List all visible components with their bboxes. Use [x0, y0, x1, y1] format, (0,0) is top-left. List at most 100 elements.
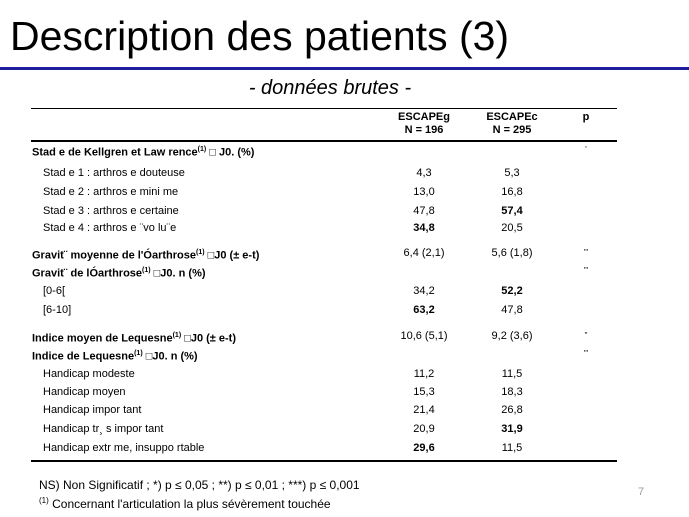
- row-label-footnote-mark: (1): [142, 267, 151, 274]
- escapeg-value: 6,4 (2,1): [403, 247, 445, 259]
- title-underline: [0, 67, 689, 70]
- row-label-text: [6-10]: [43, 304, 72, 316]
- row-label-footnote-mark: (1): [197, 146, 207, 153]
- escapeg-value: 10,6 (5,1): [400, 330, 448, 342]
- significance-legend: NS) Non Significatif ; *) p ≤ 0,05 ; **)…: [39, 478, 360, 492]
- column-header-escapec-n: N = 295: [492, 124, 532, 136]
- table-row: Handicap extr me, insuppo rtable 29,6 11,5: [31, 440, 617, 456]
- row-label-text: Stad e 4 : arthros e ¨vo lu¨e: [43, 222, 177, 234]
- articulation-footnote: (1) Concernant l'articulation la plus sé…: [39, 493, 360, 512]
- row-label: Handicap extr me, insuppo rtable: [43, 440, 204, 456]
- footnote-text: Concernant l'articulation la plus sévère…: [48, 497, 331, 511]
- table-row: Handicap modeste 11,2 11,5: [31, 366, 617, 382]
- table-row: Handicap impor tant 21,4 26,8: [31, 402, 617, 418]
- escapeg-value: 47,8: [413, 205, 435, 217]
- column-header-escapec-name: ESCAPEc: [486, 111, 538, 123]
- escapec-value: 57,4: [501, 205, 523, 217]
- row-label-text: Handicap tr¸ s impor tant: [43, 423, 164, 435]
- row-label: Handicap impor tant: [43, 402, 141, 418]
- row-label-text: Handicap impor tant: [43, 404, 142, 416]
- table-section-row: Gravit¨ de lÓarthrose(1) □J0. n (%) ''': [31, 263, 617, 282]
- table-header-rule: [31, 140, 617, 142]
- column-header-p-label: p: [582, 111, 590, 123]
- table-row: Handicap tr¸ s impor tant 20,9 31,9: [31, 421, 617, 437]
- escapeg-value: 21,4: [413, 404, 435, 416]
- escapec-value: 47,8: [501, 304, 523, 316]
- row-label-footnote-mark: (1): [134, 350, 143, 357]
- column-header-escapeg-name: ESCAPEg: [398, 111, 450, 123]
- table-row: Stad e 2 : arthros e mini me 13,0 16,8: [31, 184, 617, 200]
- escapeg-value: 4,3: [416, 167, 432, 179]
- table-section-row: Indice de Lequesne(1) □J0. n (%) ''': [31, 346, 617, 365]
- table-row: Stad e 4 : arthros e ¨vo lu¨e 34,8 20,5: [31, 220, 617, 236]
- row-label: Stad e 1 : arthros e douteuse: [43, 165, 185, 181]
- row-label-text: Stad e 3 : arthros e certaine: [43, 205, 179, 217]
- row-label: Handicap tr¸ s impor tant: [43, 421, 163, 437]
- row-label-footnote-mark: (1): [172, 332, 182, 339]
- row-label: [6-10]: [43, 302, 71, 318]
- row-label: Stad e 4 : arthros e ¨vo lu¨e: [43, 220, 176, 236]
- escapeg-value: 13,0: [413, 186, 435, 198]
- column-header-escapec: ESCAPEc N = 295: [464, 111, 560, 137]
- row-label-text: Gravit¨ moyenne de l'Óarthrose: [32, 249, 196, 262]
- table-section-row: Stad e de Kellgren et Law rence(1) □ J0.…: [31, 142, 617, 161]
- escapec-value: 9,2 (3,6): [491, 330, 533, 342]
- row-label: Stad e 2 : arthros e mini me: [43, 184, 178, 200]
- row-label-text: Indice de Lequesne: [32, 350, 135, 363]
- row-label: Indice moyen de Lequesne(1) □J0 (± e-t): [32, 328, 236, 347]
- footnote-mark: (1): [39, 496, 49, 505]
- row-label: Handicap moyen: [43, 384, 126, 400]
- escapec-value: 11,5: [501, 368, 523, 380]
- escapec-value: 11,5: [501, 442, 523, 454]
- p-value: ''': [583, 248, 589, 257]
- row-label: Stad e 3 : arthros e certaine: [43, 203, 179, 219]
- table-row: [6-10] 63,2 47,8: [31, 302, 617, 318]
- row-label: Stad e de Kellgren et Law rence(1) □ J0.…: [32, 142, 254, 161]
- row-label-suffix: □J0. n (%): [150, 267, 206, 280]
- escapeg-value: 34,2: [413, 285, 435, 297]
- escapec-value: 31,9: [501, 423, 523, 435]
- table-row: [0-6[34,2 52,2: [31, 283, 617, 299]
- escapec-value: 5,6 (1,8): [491, 247, 533, 259]
- row-label-text: Handicap extr me, insuppo rtable: [43, 442, 205, 454]
- p-value: ': [585, 145, 587, 154]
- column-header-escapeg-n: N = 196: [404, 124, 444, 136]
- escapeg-value: 29,6: [413, 442, 435, 454]
- row-label-suffix: □ J0. (%): [206, 146, 255, 159]
- row-label-suffix: □J0 (± e-t): [204, 249, 260, 262]
- row-label-text: Indice moyen de Lequesne: [32, 332, 173, 345]
- row-label: Gravit¨ de lÓarthrose(1) □J0. n (%): [32, 263, 206, 282]
- slide-subtitle: - données brutes -: [248, 77, 412, 99]
- table-bottom-rule: [31, 460, 617, 462]
- table-row: Handicap moyen 15,3 18,3: [31, 384, 617, 400]
- escapec-value: 26,8: [501, 404, 523, 416]
- column-header-p: p: [556, 111, 616, 124]
- row-label: Indice de Lequesne(1) □J0. n (%): [32, 346, 198, 365]
- row-label-suffix: □J0. n (%): [142, 350, 198, 363]
- p-value: ''': [583, 266, 589, 275]
- row-label-footnote-mark: (1): [196, 249, 205, 256]
- row-label-text: Handicap moyen: [43, 386, 126, 398]
- table-row: Stad e 3 : arthros e certaine 47,8 57,4: [31, 203, 617, 219]
- row-label-text: Stad e 1 : arthros e douteuse: [43, 167, 185, 179]
- row-label: Gravit¨ moyenne de l'Óarthrose(1) □J0 (±…: [32, 245, 259, 264]
- table-row: Stad e 1 : arthros e douteuse 4,3 5,3: [31, 165, 617, 181]
- escapec-value: 16,8: [501, 186, 523, 198]
- row-label-text: Stad e de Kellgren et Law rence: [32, 146, 198, 159]
- escapec-value: 20,5: [501, 222, 523, 234]
- row-label: Handicap modeste: [43, 366, 135, 382]
- escapeg-value: 34,8: [413, 222, 435, 234]
- page-number: 7: [638, 486, 645, 498]
- row-label-text: Handicap modeste: [43, 368, 135, 380]
- escapeg-value: 20,9: [413, 423, 435, 435]
- footnotes: NS) Non Significatif ; *) p ≤ 0,05 ; **)…: [39, 478, 360, 512]
- p-value: '': [584, 331, 588, 340]
- escapec-value: 5,3: [504, 167, 520, 179]
- escapeg-value: 63,2: [413, 304, 435, 316]
- table-section-row: Gravit¨ moyenne de l'Óarthrose(1) □J0 (±…: [31, 245, 617, 264]
- table-top-rule: [31, 108, 617, 109]
- row-label-suffix: □J0 (± e-t): [181, 332, 237, 345]
- p-value: ''': [583, 349, 589, 358]
- row-label-text: [0-6[: [43, 285, 66, 297]
- row-label: [0-6[: [43, 283, 65, 299]
